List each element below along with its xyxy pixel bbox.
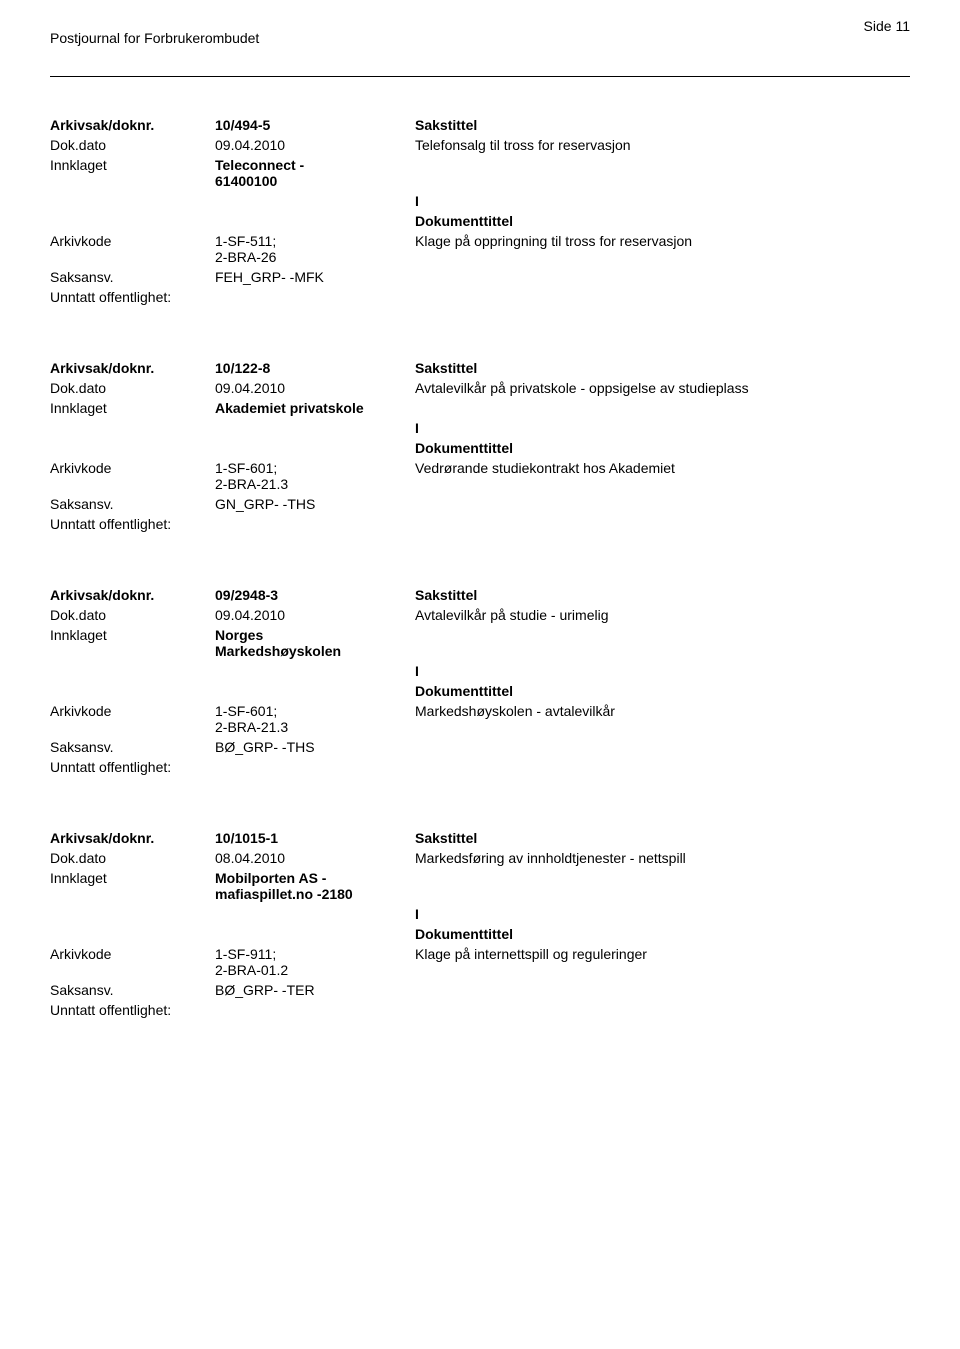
dokdato-value: 09.04.2010 [215, 607, 415, 623]
arkivkode-line: 2-BRA-01.2 [215, 962, 415, 978]
dokumenttittel-text: Klage på oppringning til tross for reser… [415, 233, 910, 249]
arkivkode-line: 1-SF-601; [215, 460, 415, 476]
page-header: Postjournal for Forbrukerombudet Side 11 [50, 30, 910, 46]
dokdato-label: Dok.dato [50, 380, 215, 396]
arkivkode-label: Arkivkode [50, 946, 215, 962]
arkivkode-value: 1-SF-601;2-BRA-21.3 [215, 703, 415, 735]
dokumenttittel-label: Dokumenttittel [415, 213, 910, 229]
i-marker: I [415, 906, 910, 922]
arkivkode-line: 1-SF-601; [215, 703, 415, 719]
dokumenttittel-label: Dokumenttittel [415, 683, 910, 699]
innklaget-line: mafiaspillet.no -2180 [215, 886, 415, 902]
journal-entry: Arkivsak/doknr.10/494-5Sakstittel Dok.dat… [50, 117, 910, 305]
saksansv-label: Saksansv. [50, 269, 215, 285]
innklaget-label: Innklaget [50, 400, 215, 416]
saksansv-value: FEH_GRP- -MFK [215, 269, 415, 285]
sakstittel-label: Sakstittel [415, 587, 910, 603]
doknr-value: 10/122-8 [215, 360, 415, 376]
doknr-value: 10/1015-1 [215, 830, 415, 846]
innklaget-label: Innklaget [50, 870, 215, 886]
i-marker: I [415, 193, 910, 209]
sakstittel-text: Telefonsalg til tross for reservasjon [415, 137, 910, 153]
journal-entry: Arkivsak/doknr.10/122-8Sakstittel Dok.dat… [50, 360, 910, 532]
unntatt-label: Unntatt offentlighet: [50, 289, 171, 305]
dokdato-value: 09.04.2010 [215, 380, 415, 396]
arkivkode-label: Arkivkode [50, 233, 215, 249]
arkivsak-label: Arkivsak/doknr. [50, 587, 215, 603]
saksansv-label: Saksansv. [50, 982, 215, 998]
sakstittel-label: Sakstittel [415, 117, 910, 133]
saksansv-label: Saksansv. [50, 739, 215, 755]
saksansv-value: GN_GRP- -THS [215, 496, 415, 512]
arkivkode-value: 1-SF-601;2-BRA-21.3 [215, 460, 415, 492]
arkivsak-label: Arkivsak/doknr. [50, 360, 215, 376]
doknr-value: 09/2948-3 [215, 587, 415, 603]
journal-entry: Arkivsak/doknr.09/2948-3Sakstittel Dok.da… [50, 587, 910, 775]
saksansv-value: BØ_GRP- -THS [215, 739, 415, 755]
saksansv-value: BØ_GRP- -TER [215, 982, 415, 998]
sakstittel-label: Sakstittel [415, 830, 910, 846]
sakstittel-text: Avtalevilkår på privatskole - oppsigelse… [415, 380, 910, 396]
arkivkode-value: 1-SF-911;2-BRA-01.2 [215, 946, 415, 978]
dokumenttittel-text: Vedrørande studiekontrakt hos Akademiet [415, 460, 910, 476]
arkivkode-line: 1-SF-911; [215, 946, 415, 962]
innklaget-label: Innklaget [50, 627, 215, 643]
journal-title: Postjournal for Forbrukerombudet [50, 30, 259, 46]
arkivkode-label: Arkivkode [50, 460, 215, 476]
page-indicator: Side 11 [864, 18, 910, 34]
unntatt-label: Unntatt offentlighet: [50, 1002, 171, 1018]
innklaget-line: Markedshøyskolen [215, 643, 415, 659]
innklaget-line: Norges [215, 627, 415, 643]
saksansv-label: Saksansv. [50, 496, 215, 512]
unntatt-label: Unntatt offentlighet: [50, 516, 171, 532]
dokdato-value: 09.04.2010 [215, 137, 415, 153]
arkivkode-label: Arkivkode [50, 703, 215, 719]
unntatt-label: Unntatt offentlighet: [50, 759, 171, 775]
arkivkode-value: 1-SF-511;2-BRA-26 [215, 233, 415, 265]
divider [50, 76, 910, 77]
innklaget-line: Mobilporten AS - [215, 870, 415, 886]
sakstittel-label: Sakstittel [415, 360, 910, 376]
innklaget-line: 61400100 [215, 173, 415, 189]
innklaget-line: Akademiet privatskole [215, 400, 415, 416]
entries-container: Arkivsak/doknr.10/494-5SakstittelDok.dat… [50, 117, 910, 1018]
dokdato-label: Dok.dato [50, 850, 215, 866]
dokdato-label: Dok.dato [50, 137, 215, 153]
dokumenttittel-text: Markedshøyskolen - avtalevilkår [415, 703, 910, 719]
innklaget-value: Mobilporten AS -mafiaspillet.no -2180 [215, 870, 415, 902]
dokumenttittel-label: Dokumenttittel [415, 926, 910, 942]
innklaget-label: Innklaget [50, 157, 215, 173]
i-marker: I [415, 663, 910, 679]
innklaget-value: NorgesMarkedshøyskolen [215, 627, 415, 659]
dokdato-value: 08.04.2010 [215, 850, 415, 866]
innklaget-value: Akademiet privatskole [215, 400, 415, 416]
doknr-value: 10/494-5 [215, 117, 415, 133]
innklaget-line: Teleconnect - [215, 157, 415, 173]
arkivkode-line: 2-BRA-21.3 [215, 476, 415, 492]
dokumenttittel-text: Klage på internettspill og reguleringer [415, 946, 910, 962]
dokdato-label: Dok.dato [50, 607, 215, 623]
i-marker: I [415, 420, 910, 436]
dokumenttittel-label: Dokumenttittel [415, 440, 910, 456]
arkivkode-line: 1-SF-511; [215, 233, 415, 249]
innklaget-value: Teleconnect -61400100 [215, 157, 415, 189]
arkivsak-label: Arkivsak/doknr. [50, 117, 215, 133]
arkivkode-line: 2-BRA-21.3 [215, 719, 415, 735]
sakstittel-text: Markedsføring av innholdtjenester - nett… [415, 850, 910, 866]
sakstittel-text: Avtalevilkår på studie - urimelig [415, 607, 910, 623]
arkivsak-label: Arkivsak/doknr. [50, 830, 215, 846]
journal-entry: Arkivsak/doknr.10/1015-1Sakstittel Dok.da… [50, 830, 910, 1018]
arkivkode-line: 2-BRA-26 [215, 249, 415, 265]
